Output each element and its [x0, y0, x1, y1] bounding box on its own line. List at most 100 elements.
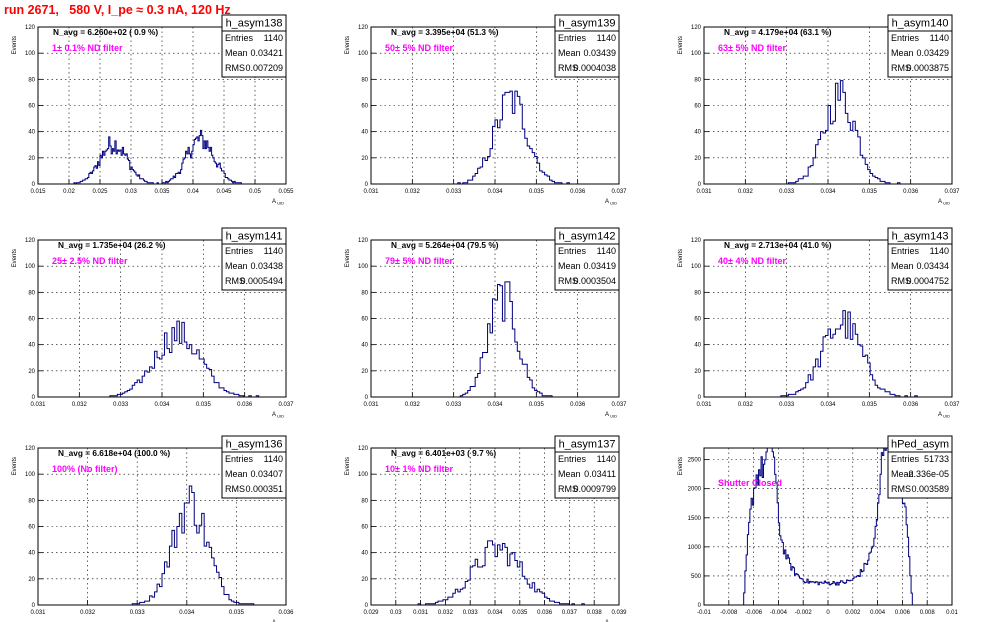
- stats-value: 1140: [597, 33, 616, 43]
- y-tick-label: 80: [361, 290, 368, 296]
- stats-label: Mean: [225, 469, 248, 479]
- y-tick-label: 120: [25, 446, 36, 452]
- x-tick-label: 0.004: [870, 610, 886, 616]
- y-axis-label: Events: [345, 36, 351, 54]
- x-tick-label: 0.031: [696, 402, 712, 408]
- x-axis-label-subscript: UID: [609, 414, 617, 419]
- x-tick-label: 0.032: [738, 402, 754, 408]
- x-tick-label: 0.032: [438, 610, 454, 616]
- stats-value: 0.0004038: [573, 63, 616, 73]
- stats-box: h_asym137 Entries 1140 Mean 0.03411 RMS0.0009…: [554, 435, 620, 499]
- histogram-title: h_asym143: [892, 231, 949, 243]
- y-tick-label: 40: [361, 343, 368, 349]
- y-tick-label: 0: [32, 182, 36, 188]
- stats-label: Entries: [891, 246, 920, 256]
- x-tick-label: 0.034: [154, 402, 170, 408]
- stats-values-box: [554, 30, 620, 78]
- filter-label: 10± 1% ND filter: [385, 464, 453, 474]
- y-tick-label: 120: [691, 25, 702, 31]
- x-tick-label: 0.008: [920, 610, 936, 616]
- histogram-title: h_asym138: [226, 18, 283, 30]
- plot-frame: [703, 26, 953, 185]
- stats-label: Entries: [558, 454, 587, 464]
- stats-value: 0.0004752: [906, 276, 949, 286]
- x-tick-label: 0.036: [537, 610, 553, 616]
- x-tick-label: 0.037: [562, 610, 578, 616]
- stats-box: h_asym143 Entries 1140 Mean 0.03434 RMS0.0004…: [887, 227, 953, 291]
- stats-label: Entries: [891, 33, 920, 43]
- x-tick-label: 0.05: [249, 189, 261, 195]
- y-tick-label: 100: [25, 51, 36, 57]
- y-tick-label: 0: [698, 182, 702, 188]
- stats-label: Mean: [225, 48, 248, 58]
- plot-frame: [37, 26, 287, 185]
- x-tick-label: 0.033: [779, 189, 795, 195]
- stats-values-box: [887, 243, 953, 291]
- filter-label: 79± 5% ND filter: [385, 256, 453, 266]
- histogram-panel-h_asym142: 0.031 0.032 0.033 0.034 0.035 0.036 0.037 0 20 40…: [345, 227, 627, 419]
- histogram-panel-h_asym137: 0.029 0.03 0.031 0.032 0.033 0.034 0.035 0.036 0…: [345, 435, 627, 622]
- stats-label: Mean: [225, 261, 248, 271]
- y-tick-label: 1000: [688, 545, 702, 551]
- y-tick-label: 100: [358, 264, 369, 270]
- x-tick-label: 0.033: [779, 402, 795, 408]
- histogram-panel-h_asym143: 0.031 0.032 0.033 0.034 0.035 0.036 0.037 0 20 40…: [678, 227, 960, 419]
- plot-frame: [703, 447, 953, 606]
- stats-values-box: [887, 30, 953, 78]
- x-tick-label: 0.036: [278, 610, 294, 616]
- y-tick-label: 40: [28, 130, 35, 136]
- stats-label: Entries: [225, 33, 254, 43]
- y-tick-label: 120: [358, 25, 369, 31]
- filter-label: 63± 5% ND filter: [718, 43, 786, 53]
- y-tick-label: 100: [25, 264, 36, 270]
- stats-values-box: [554, 243, 620, 291]
- filter-label: 40± 4% ND filter: [718, 256, 786, 266]
- x-tick-label: 0.035: [512, 610, 528, 616]
- y-tick-label: 20: [694, 369, 701, 375]
- y-tick-label: 60: [28, 317, 35, 323]
- y-tick-label: 100: [358, 51, 369, 57]
- filter-label: 100% (No filter): [52, 464, 118, 474]
- stats-label: Entries: [558, 246, 587, 256]
- y-tick-label: 0: [698, 603, 702, 609]
- y-tick-label: 60: [694, 104, 701, 110]
- x-tick-label: 0.038: [587, 610, 603, 616]
- histogram-panel-h_asym141: 0.031 0.032 0.033 0.034 0.035 0.036 0.037 0 20 40…: [12, 227, 294, 419]
- navg-label: N_avg = 4.179e+04 (63.1 %): [724, 27, 832, 37]
- y-axis-label: Events: [678, 36, 684, 54]
- stats-value: 0.03419: [583, 261, 616, 271]
- y-tick-label: 0: [365, 395, 369, 401]
- y-tick-label: 40: [694, 130, 701, 136]
- x-tick-label: 0.035: [196, 402, 212, 408]
- x-tick-label: 0.037: [944, 189, 960, 195]
- stats-label: Mean: [558, 261, 581, 271]
- x-tick-label: 0.033: [463, 610, 479, 616]
- x-tick-label: 0.015: [30, 189, 46, 195]
- y-axis-label: Events: [12, 457, 18, 475]
- plot-frame: [370, 239, 620, 398]
- x-tick-label: -0.006: [745, 610, 763, 616]
- x-tick-label: 0.006: [895, 610, 911, 616]
- y-tick-label: 2000: [688, 487, 702, 493]
- stats-value: 1140: [930, 246, 949, 256]
- x-tick-label: 0.04: [187, 189, 199, 195]
- y-tick-label: 80: [694, 77, 701, 83]
- stats-value: 0.03439: [583, 48, 616, 58]
- x-tick-label: 0.035: [862, 189, 878, 195]
- x-tick-label: 0.036: [237, 402, 253, 408]
- plot-frame: [370, 447, 620, 606]
- x-tick-label: 0.034: [820, 189, 836, 195]
- histogram-panel-hPed_asym: -0.01 -0.008 -0.006 -0.004 -0.002 0 0.002 0.004…: [678, 435, 958, 616]
- stats-value: 0.0005494: [240, 276, 283, 286]
- y-tick-label: 80: [361, 77, 368, 83]
- x-tick-label: 0.034: [487, 402, 503, 408]
- histogram-line: [371, 90, 619, 185]
- stats-values-box: [887, 451, 953, 499]
- x-axis-label-subscript: UID: [276, 201, 284, 206]
- y-tick-label: 100: [25, 472, 36, 478]
- stats-box: h_asym141 Entries 1140 Mean 0.03438 RMS0.0005…: [221, 227, 287, 291]
- stats-values-box: [554, 451, 620, 499]
- x-tick-label: 0.032: [738, 189, 754, 195]
- histogram-title: h_asym140: [892, 18, 949, 30]
